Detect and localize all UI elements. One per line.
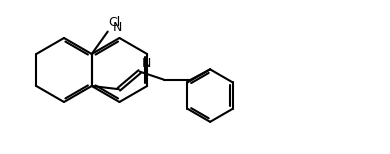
Text: N: N xyxy=(141,57,151,70)
Text: N: N xyxy=(113,21,122,34)
Text: Cl: Cl xyxy=(109,16,121,29)
